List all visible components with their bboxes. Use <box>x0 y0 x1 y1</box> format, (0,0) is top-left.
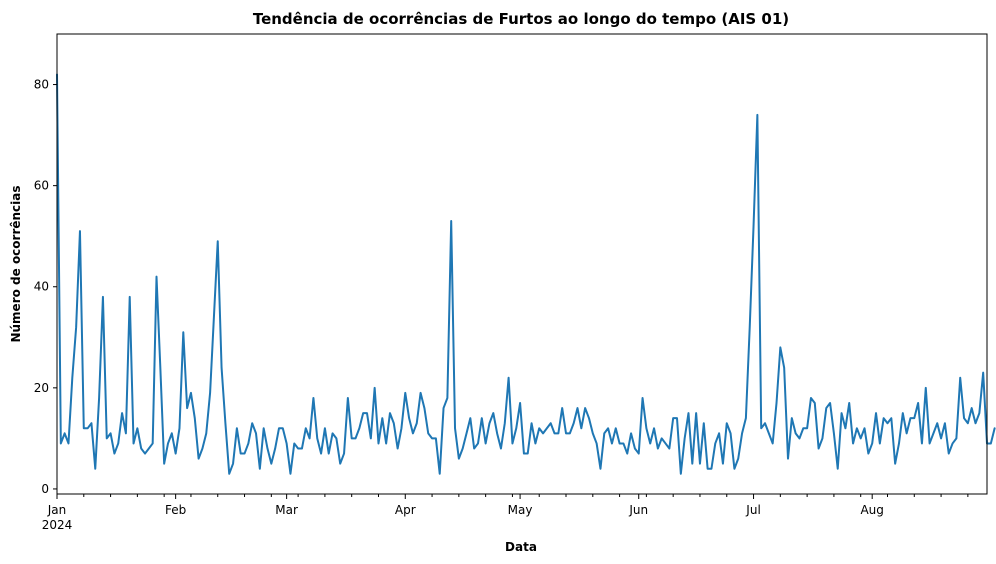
plot-area <box>56 33 996 495</box>
x-tick-label: Jan <box>47 503 67 517</box>
y-tick-label: 60 <box>34 179 49 193</box>
series-line <box>56 73 996 475</box>
y-axis: 0 20 40 60 80 <box>34 78 57 496</box>
chart-title: Tendência de ocorrências de Furtos ao lo… <box>253 10 789 28</box>
y-tick-label: 40 <box>34 280 49 294</box>
x-tick-label: Jun <box>628 503 648 517</box>
x-tick-label: Mar <box>275 503 298 517</box>
y-tick-label: 0 <box>41 482 49 496</box>
y-tick-label: 20 <box>34 381 49 395</box>
y-tick-label: 80 <box>34 78 49 92</box>
y-axis-label: Número de ocorrências <box>9 185 23 342</box>
x-tick-label: Jul <box>745 503 760 517</box>
x-tick-label: Feb <box>165 503 186 517</box>
x-axis-label: Data <box>505 540 537 554</box>
x-tick-label: May <box>508 503 533 517</box>
x-tick-label: Aug <box>860 503 883 517</box>
plot-frame <box>56 33 988 495</box>
x-tick-year-label: 2024 <box>42 518 73 532</box>
x-tick-label: Apr <box>395 503 416 517</box>
